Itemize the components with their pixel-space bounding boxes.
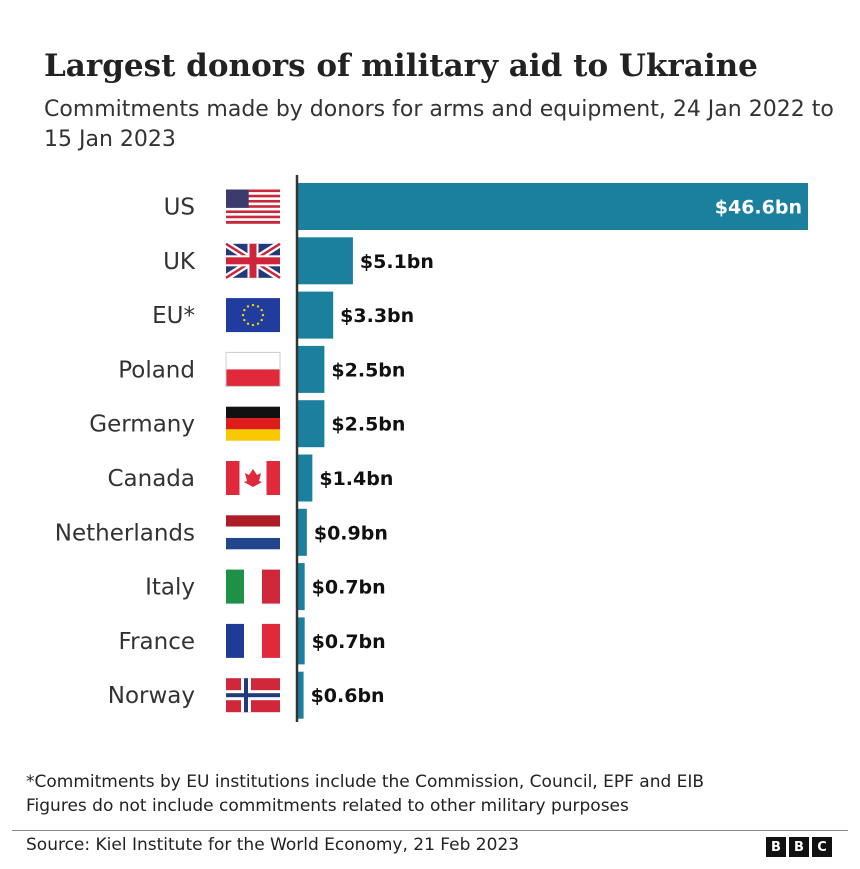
category-label: France (119, 629, 195, 655)
bar (297, 345, 325, 393)
bar-row: UK $5.1bn (163, 237, 434, 285)
bar-row: Germany $2.5bn (89, 400, 405, 448)
logo-letter: B (766, 837, 786, 857)
category-label: Italy (145, 575, 195, 601)
divider (12, 830, 848, 831)
eu-flag-icon (226, 298, 280, 333)
bar-row: Norway $0.6bn (108, 671, 385, 719)
bar-row: Poland $2.5bn (118, 345, 405, 393)
germany-flag-icon (226, 406, 280, 441)
category-label: Canada (107, 466, 195, 492)
bar-row: Italy $0.7bn (145, 563, 386, 611)
netherlands-flag-icon (226, 515, 280, 550)
logo-letter: B (789, 837, 809, 857)
bar-row: US $46.6bn (164, 183, 808, 230)
category-label: Norway (108, 683, 195, 709)
bar (297, 237, 353, 285)
data-label: $1.4bn (319, 468, 393, 490)
uk-flag-icon (224, 240, 282, 281)
bar (297, 671, 304, 719)
norway-flag-icon (226, 678, 280, 713)
logo-letter: C (812, 837, 832, 857)
category-label: Poland (118, 357, 195, 383)
data-label: $46.6bn (715, 197, 802, 219)
chart-subtitle: Commitments made by donors for arms and … (44, 97, 834, 152)
data-label: $5.1bn (360, 251, 434, 273)
category-label: EU* (152, 303, 195, 329)
canada-flag-icon (226, 461, 280, 495)
poland-flag-icon (225, 351, 281, 387)
bar (297, 508, 307, 556)
footnote-eu: *Commitments by EU institutions include … (26, 772, 705, 792)
bar-row: EU* $3.3bn (152, 291, 414, 339)
data-label: $0.6bn (311, 685, 385, 707)
footnote-figures: Figures do not include commitments relat… (26, 796, 629, 816)
bar (297, 183, 808, 230)
source-text: Source: Kiel Institute for the World Eco… (26, 835, 520, 855)
bar-row: Netherlands $0.9bn (55, 508, 388, 556)
chart-title: Largest donors of military aid to Ukrain… (44, 48, 758, 84)
bar (297, 400, 325, 448)
category-label: Netherlands (55, 520, 195, 546)
us-flag-icon (226, 189, 280, 224)
bar-row: France $0.7bn (119, 617, 386, 665)
bar (297, 563, 305, 611)
data-label: $3.3bn (340, 305, 414, 327)
data-label: $2.5bn (331, 414, 405, 436)
data-label: $0.7bn (312, 577, 386, 599)
bar (297, 617, 305, 665)
bar (297, 454, 313, 502)
data-label: $0.7bn (312, 631, 386, 653)
data-label: $2.5bn (331, 359, 405, 381)
bar (297, 291, 334, 339)
category-label: US (164, 195, 195, 221)
data-label: $0.9bn (314, 522, 388, 544)
italy-flag-icon (226, 569, 280, 604)
category-label: UK (163, 249, 196, 275)
bar-row: Canada $1.4bn (107, 454, 393, 502)
france-flag-icon (226, 623, 280, 658)
category-label: Germany (89, 412, 195, 438)
